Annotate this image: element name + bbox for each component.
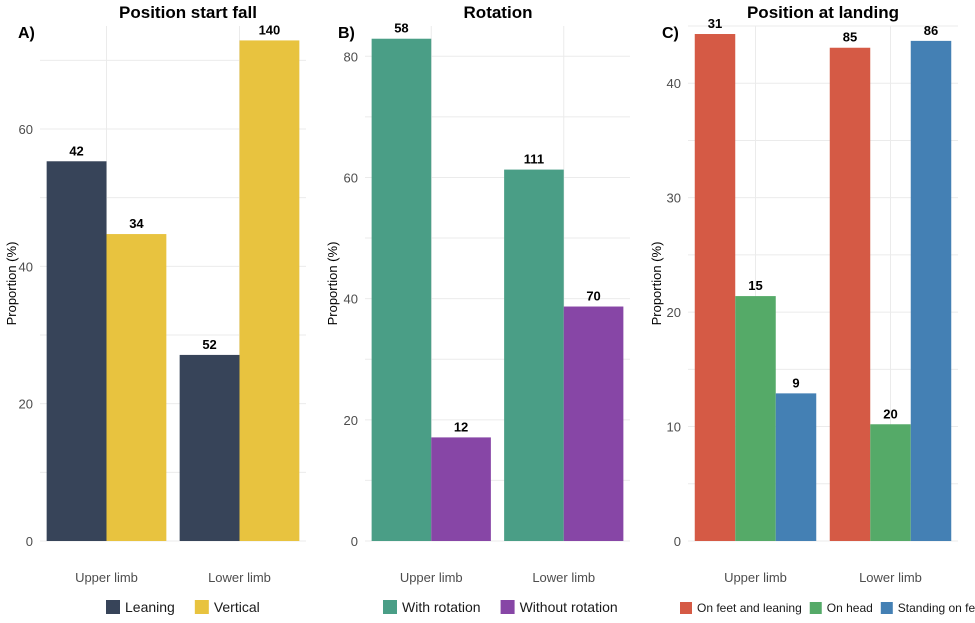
x-tick-label: Lower limb [859,570,922,585]
x-tick-label: Lower limb [208,570,271,585]
bar [694,34,736,542]
data-label: 9 [792,375,799,390]
data-label: 20 [883,406,897,421]
legend: Leaning Vertical [106,599,260,615]
legend-swatch [680,602,692,614]
data-label: 70 [586,289,600,304]
bar [735,296,776,541]
panel-3: 31 85 15 20 9 86 0 10 20 30 40 Upper limb Lower limb… [649,3,975,615]
y-tick-label: 0 [26,534,33,549]
y-tick-label: 60 [344,170,358,185]
legend-entry: Vertical [214,599,260,615]
data-label: 42 [69,143,83,158]
data-label: 85 [843,30,857,45]
y-axis-label: Proportion (%) [649,242,664,326]
legend-entry: Leaning [125,599,175,615]
panel-1: 42 52 34 140 0 20 40 60 Upper limb Lower limb Prop… [4,3,306,615]
bar [371,38,432,541]
legend-entry: With rotation [402,599,481,615]
legend-entry: On head [827,601,873,615]
data-label: 111 [524,152,544,167]
legend-entry: Without rotation [520,599,618,615]
y-tick-label: 40 [344,292,358,307]
bar [239,40,300,542]
legend-swatch [500,600,515,614]
bar [775,393,817,541]
bar [431,437,491,541]
bar [46,161,107,542]
y-tick-label: 20 [19,397,33,412]
y-tick-label: 30 [667,191,681,206]
panel-label: A) [18,25,35,42]
data-label: 86 [924,23,938,38]
legend-swatch [809,602,822,614]
data-label: 58 [394,21,408,36]
legend-swatch [106,600,120,614]
x-tick-label: Lower limb [532,570,595,585]
bar [829,47,871,541]
y-tick-label: 20 [667,305,681,320]
legend-swatch [194,600,209,614]
data-label: 31 [708,16,722,31]
x-tick-label: Upper limb [400,570,463,585]
panel-label: B) [338,25,355,42]
y-tick-label: 20 [344,413,358,428]
legend: On feet and leaning On head Standing on fe… [680,601,975,615]
x-tick-label: Upper limb [724,570,787,585]
bar [563,306,624,541]
y-tick-label: 0 [674,534,681,549]
chart-title: Rotation [464,3,533,22]
bar [504,169,564,541]
legend-entry: On feet and leaning [697,601,802,615]
y-tick-label: 0 [351,534,358,549]
bar [870,424,911,541]
y-axis-label: Proportion (%) [325,242,340,326]
chart-title: Position start fall [119,3,257,22]
y-tick-label: 80 [344,49,358,64]
legend: With rotation Without rotation [383,599,618,615]
legend-swatch [383,600,397,614]
y-tick-label: 10 [667,420,681,435]
legend-swatch [880,602,893,614]
chart-title: Position at landing [747,3,899,22]
bar [910,40,952,541]
x-tick-label: Upper limb [75,570,138,585]
bar [179,354,240,541]
data-label: 140 [259,22,281,37]
data-label: 52 [202,337,216,352]
legend-entry: Standing on feet [898,601,975,615]
bar [106,234,167,541]
data-label: 34 [129,216,144,231]
y-tick-label: 60 [19,122,33,137]
panel-2: 58 111 12 70 0 20 40 60 80 Upper limb Lower limb Pr… [325,3,630,615]
y-tick-label: 40 [667,76,681,91]
panel-label: C) [662,25,679,42]
data-label: 12 [454,419,468,434]
y-tick-label: 40 [19,259,33,274]
y-axis-label: Proportion (%) [4,242,19,326]
data-label: 15 [748,278,762,293]
